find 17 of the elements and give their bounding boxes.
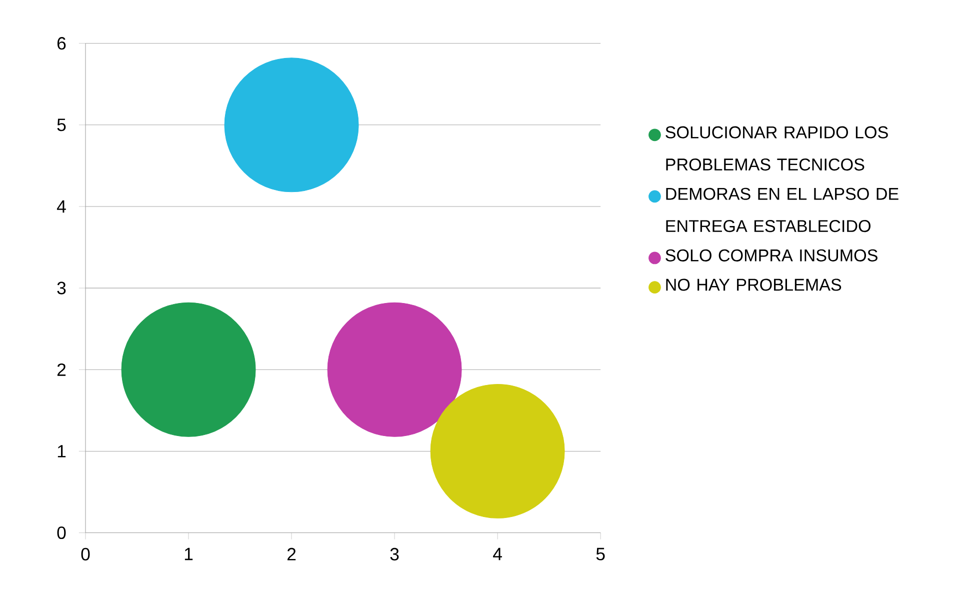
y-tick-label: 3 <box>57 282 66 295</box>
legend-label: DEMORAS EN EL LAPSO DE ENTREGA ESTABLECIDO <box>666 188 898 232</box>
x-tick-label: 1 <box>184 548 193 560</box>
y-tick-label: 4 <box>56 200 66 213</box>
y-tick-label: 2 <box>57 364 66 376</box>
legend-label: SOLO COMPRA INSUMOS <box>666 250 878 262</box>
y-tick-label: 5 <box>57 118 66 132</box>
x-tick-label: 3 <box>390 548 399 561</box>
y-tick-label: 1 <box>58 445 66 458</box>
y-tick-label: 6 <box>57 37 66 50</box>
x-tick-label: 0 <box>81 548 90 561</box>
x-tick-label: 4 <box>493 548 502 560</box>
legend-label: SOLUCIONAR RAPIDO LOS PROBLEMAS TECNICOS <box>666 126 888 171</box>
x-tick-label: 5 <box>596 548 605 560</box>
y-tick-label: 0 <box>57 526 66 540</box>
x-tick-label: 2 <box>287 548 296 561</box>
legend-label: NO HAY PROBLEMAS <box>666 278 842 291</box>
